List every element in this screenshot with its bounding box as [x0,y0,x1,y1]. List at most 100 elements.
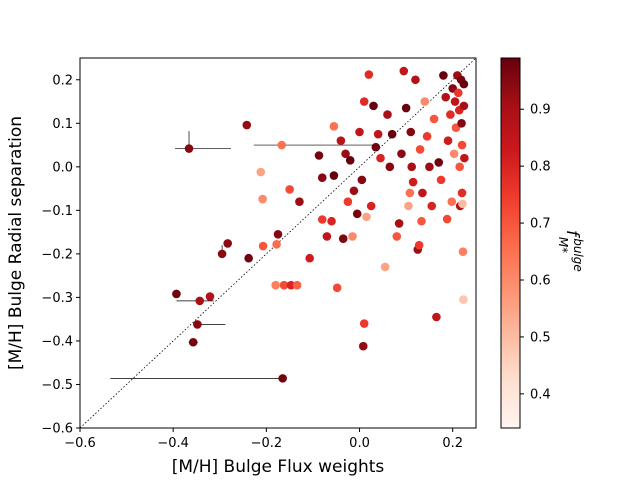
plot-area [79,57,477,429]
y-tick-label: 0.1 [52,117,73,132]
data-point [295,197,304,206]
data-point [385,162,395,172]
data-point [272,240,281,249]
data-point [336,136,346,146]
data-point [285,185,294,194]
error-bars [110,131,375,379]
data-point [286,280,296,290]
data-point [420,97,430,106]
data-point [371,142,381,152]
x-tick-label: −0.2 [251,436,283,451]
data-point [205,292,215,301]
data-point [446,110,455,119]
data-point [341,149,350,159]
x-tick-label: −0.4 [157,436,189,451]
data-point [358,341,368,351]
data-point [329,122,339,131]
y-tick-label: 0.0 [52,160,73,175]
data-point [329,171,339,180]
data-point [422,132,432,141]
data-point [458,247,468,257]
data-point [348,232,357,241]
colorbar-tick-label: 0.8 [530,160,551,175]
scatter-points [172,66,469,383]
data-point [332,283,342,293]
data-point [401,103,411,113]
y-tick-label: −0.2 [41,247,73,262]
y-axis: −0.6 −0.5 −0.4 −0.3 −0.2 −0.1 0.0 0.1 0.2 [41,73,80,437]
y-tick-label: −0.3 [41,291,73,306]
data-point [223,239,232,248]
colorbar-label: f bulge M* [556,230,585,272]
y-tick-label: −0.5 [41,378,73,393]
colorbar-label-super: bulge [571,238,585,272]
data-point [429,114,439,124]
data-point [305,253,314,263]
data-point [427,201,437,211]
data-point [394,219,404,228]
data-point [406,127,416,137]
data-point [457,118,466,128]
data-point [408,177,418,187]
data-point [447,197,457,206]
data-point [273,229,283,239]
data-point [392,232,402,241]
data-point [417,216,426,226]
colorbar-gradient [500,57,521,429]
colorbar-tick-label: 0.5 [530,330,551,345]
data-point [442,214,452,224]
data-point [278,374,287,383]
x-tick-label: −0.6 [64,436,96,451]
data-point [256,167,266,177]
y-tick-label: −0.4 [41,334,73,349]
data-point [458,199,467,209]
data-point [455,162,464,172]
colorbar-tick-label: 0.6 [530,274,551,289]
x-axis-label: [M/H] Bulge Flux weights [172,457,385,477]
data-point [349,186,359,196]
data-point [195,296,205,306]
x-tick-label: 0.2 [442,436,463,451]
data-point [399,66,409,76]
plot-frame [79,57,477,429]
data-point [277,140,287,150]
data-point [459,295,468,304]
data-point [355,127,364,137]
data-point [345,155,355,165]
data-point [436,175,446,185]
data-point [359,319,369,328]
colorbar-label-f: f [562,230,582,239]
data-point [418,188,427,198]
data-point [405,188,415,198]
data-point [457,140,467,150]
colorbar-tick-label: 0.4 [530,387,551,402]
data-point [407,162,417,172]
data-point [188,337,198,347]
data-point [244,253,253,263]
data-point [376,153,385,163]
data-point [380,262,390,272]
data-point [338,234,348,243]
data-point [460,153,469,163]
data-point [352,209,362,219]
colorbar-tick-label: 0.9 [530,103,551,118]
data-point [322,232,332,241]
data-point [414,240,424,250]
data-point [453,88,463,98]
data-point [184,144,194,153]
colorbar-ticks: 0.4 0.5 0.6 0.7 0.8 0.9 [520,103,551,402]
data-point [317,173,327,183]
data-point [397,149,406,159]
data-point [383,110,392,119]
data-point [441,92,451,102]
data-point [443,136,453,146]
data-point [411,75,420,85]
data-point [258,241,268,251]
data-point [258,194,267,204]
data-point [369,101,378,111]
data-point [459,101,469,111]
data-point [366,201,376,211]
data-point [364,70,374,79]
data-point [193,320,202,329]
